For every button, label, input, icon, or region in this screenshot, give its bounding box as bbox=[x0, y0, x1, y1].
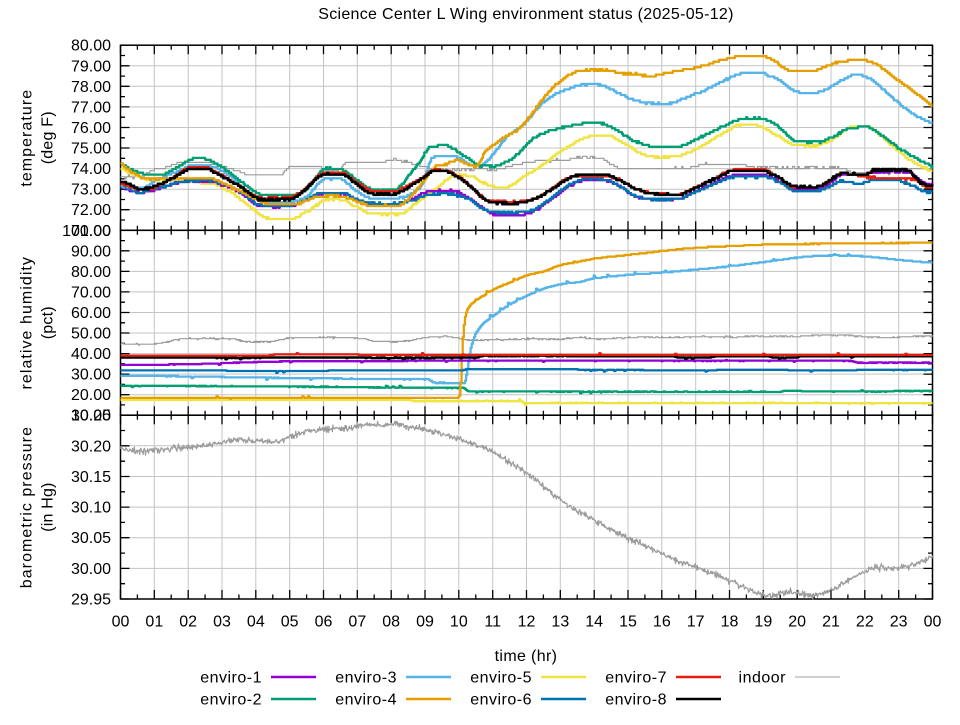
svg-text:80.00: 80.00 bbox=[71, 264, 111, 281]
svg-text:60.00: 60.00 bbox=[71, 305, 111, 322]
svg-text:90.00: 90.00 bbox=[71, 243, 111, 260]
svg-text:78.00: 78.00 bbox=[71, 79, 111, 96]
svg-text:20: 20 bbox=[788, 614, 806, 631]
svg-text:relative humidity: relative humidity bbox=[19, 256, 36, 389]
svg-text:enviro-8: enviro-8 bbox=[605, 692, 667, 709]
svg-text:30.25: 30.25 bbox=[71, 408, 111, 425]
svg-text:30.00: 30.00 bbox=[71, 561, 111, 578]
svg-text:01: 01 bbox=[145, 614, 163, 631]
svg-text:23: 23 bbox=[890, 614, 908, 631]
svg-text:(in Hg): (in Hg) bbox=[40, 482, 57, 531]
svg-text:temperature: temperature bbox=[19, 89, 36, 187]
svg-text:72.00: 72.00 bbox=[71, 202, 111, 219]
svg-text:75.00: 75.00 bbox=[71, 141, 111, 158]
svg-text:11: 11 bbox=[484, 614, 501, 631]
svg-text:09: 09 bbox=[416, 614, 434, 631]
svg-text:08: 08 bbox=[382, 614, 400, 631]
svg-text:00: 00 bbox=[924, 614, 942, 631]
svg-text:74.00: 74.00 bbox=[71, 161, 111, 178]
svg-text:14: 14 bbox=[585, 614, 603, 631]
svg-text:30.00: 30.00 bbox=[71, 367, 111, 384]
svg-text:73.00: 73.00 bbox=[71, 182, 111, 199]
svg-text:18: 18 bbox=[721, 614, 739, 631]
svg-text:30.20: 30.20 bbox=[71, 438, 111, 455]
svg-text:02: 02 bbox=[179, 614, 197, 631]
svg-text:22: 22 bbox=[856, 614, 874, 631]
svg-text:enviro-3: enviro-3 bbox=[335, 670, 397, 687]
svg-text:enviro-6: enviro-6 bbox=[470, 692, 532, 709]
svg-text:10.00: 10.00 bbox=[71, 408, 111, 425]
svg-text:04: 04 bbox=[247, 614, 265, 631]
svg-text:20.00: 20.00 bbox=[71, 387, 111, 404]
svg-text:07: 07 bbox=[348, 614, 366, 631]
svg-text:50.00: 50.00 bbox=[71, 326, 111, 343]
svg-text:03: 03 bbox=[213, 614, 231, 631]
svg-text:time (hr): time (hr) bbox=[495, 648, 558, 665]
svg-text:enviro-4: enviro-4 bbox=[335, 692, 397, 709]
svg-text:enviro-1: enviro-1 bbox=[200, 670, 262, 687]
svg-text:19: 19 bbox=[754, 614, 772, 631]
svg-text:06: 06 bbox=[315, 614, 333, 631]
svg-text:Science Center L Wing environm: Science Center L Wing environment status… bbox=[318, 6, 734, 23]
svg-text:indoor: indoor bbox=[739, 670, 787, 687]
svg-text:16: 16 bbox=[653, 614, 671, 631]
svg-text:80.00: 80.00 bbox=[71, 38, 111, 55]
svg-text:00: 00 bbox=[112, 614, 130, 631]
svg-text:29.95: 29.95 bbox=[71, 592, 111, 609]
svg-text:05: 05 bbox=[281, 614, 299, 631]
svg-text:21: 21 bbox=[822, 614, 840, 631]
svg-text:barometric pressure: barometric pressure bbox=[19, 426, 36, 588]
svg-text:70.00: 70.00 bbox=[71, 284, 111, 301]
svg-text:30.10: 30.10 bbox=[71, 500, 111, 517]
svg-text:13: 13 bbox=[551, 614, 569, 631]
svg-text:71.00: 71.00 bbox=[71, 223, 111, 240]
svg-text:enviro-5: enviro-5 bbox=[470, 670, 532, 687]
svg-text:(pct): (pct) bbox=[40, 306, 57, 339]
svg-text:(deg F): (deg F) bbox=[40, 111, 57, 164]
svg-text:12: 12 bbox=[518, 614, 536, 631]
svg-text:10: 10 bbox=[450, 614, 468, 631]
svg-text:76.00: 76.00 bbox=[71, 120, 111, 137]
svg-text:40.00: 40.00 bbox=[71, 346, 111, 363]
svg-text:enviro-2: enviro-2 bbox=[200, 692, 262, 709]
svg-text:100.00: 100.00 bbox=[62, 223, 111, 240]
svg-text:enviro-7: enviro-7 bbox=[605, 670, 667, 687]
svg-text:17: 17 bbox=[687, 614, 705, 631]
svg-text:30.05: 30.05 bbox=[71, 530, 111, 547]
svg-text:30.15: 30.15 bbox=[71, 469, 111, 486]
svg-text:79.00: 79.00 bbox=[71, 58, 111, 75]
svg-text:15: 15 bbox=[619, 614, 637, 631]
svg-text:77.00: 77.00 bbox=[71, 99, 111, 116]
